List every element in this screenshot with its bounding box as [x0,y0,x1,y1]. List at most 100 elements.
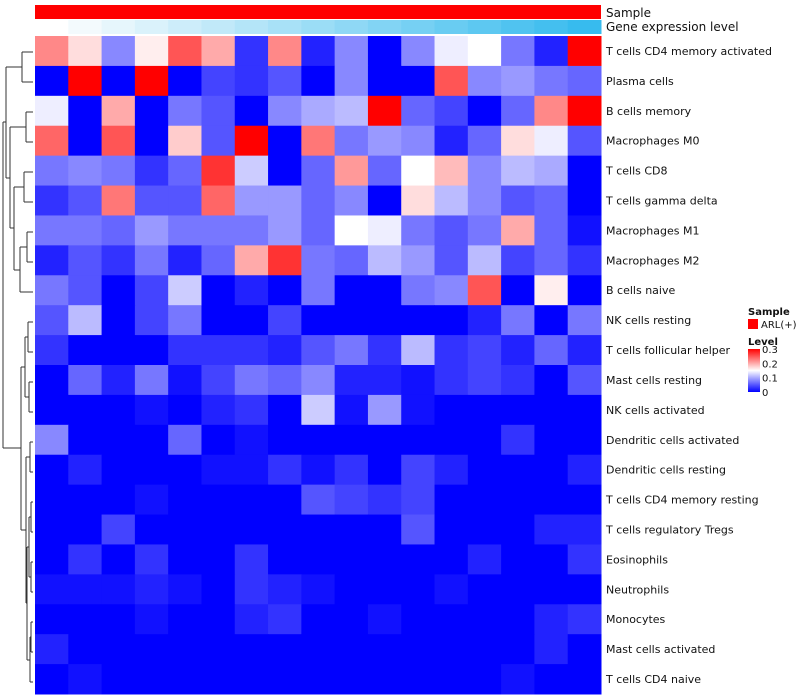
heatmap-cell [434,155,469,187]
heatmap-cell [234,664,269,695]
heatmap-cell [234,365,269,396]
heatmap-cell [301,155,336,187]
heatmap-cell [201,394,236,426]
heatmap-cell [334,664,369,695]
heatmap-cell [134,484,169,516]
heatmap-cell [101,245,136,276]
heatmap-cell [367,544,402,575]
heatmap-cell [268,275,302,306]
heatmap-cell [201,454,236,486]
heatmap-cell [101,65,136,97]
heatmap-cell [501,394,535,426]
heatmap-cell [35,335,69,366]
heatmap-cell [401,514,436,545]
heatmap-cell [68,634,103,665]
heatmap-cell [101,634,136,665]
heatmap-cell [367,245,402,276]
row-label: Mast cells activated [606,643,715,656]
annotation-expression-cell [301,20,336,34]
heatmap-cell [35,275,69,306]
heatmap-cell [301,574,336,605]
heatmap-cell [134,245,169,276]
heatmap-cell [201,365,236,396]
heatmap-cell [68,65,103,97]
heatmap-cell [467,335,502,366]
heatmap-cell [334,574,369,605]
heatmap-cell [168,125,202,157]
heatmap-cell [501,365,535,396]
heatmap-cell [301,95,336,127]
heatmap-cell [567,155,602,187]
heatmap-cell [367,335,402,366]
heatmap-cell [501,484,535,516]
heatmap-cell [134,125,169,157]
heatmap-cell [68,484,103,516]
heatmap-cell [367,574,402,605]
heatmap-cell [434,664,469,695]
heatmap-cell [567,245,602,276]
heatmap-cell [35,544,69,575]
heatmap-cell [501,275,535,306]
heatmap-cell [534,245,569,276]
row-label: T cells CD8 [605,165,668,178]
heatmap-cell [201,36,236,67]
heatmap-cell [401,604,436,635]
heatmap-cell [35,215,69,246]
heatmap-cell [168,664,202,695]
heatmap-cell [134,215,169,246]
heatmap-cell [35,604,69,635]
heatmap-cell [35,574,69,605]
heatmap-cell [501,514,535,545]
heatmap-cell [168,394,202,426]
heatmap-cell [101,454,136,486]
heatmap-cell [35,185,69,216]
row-label: Eosinophils [606,553,668,566]
heatmap-cell [234,215,269,246]
heatmap-cell [334,365,369,396]
annotation-bars [35,5,602,34]
heatmap-cell [434,305,469,336]
heatmap-cell [268,305,302,336]
heatmap-cell [567,514,602,545]
heatmap-cell [201,125,236,157]
heatmap-cell [367,155,402,187]
heatmap-cell [534,36,569,67]
heatmap-cell [201,275,236,306]
heatmap-cell [134,454,169,486]
heatmap-cell [268,484,302,516]
heatmap-cell [234,514,269,545]
heatmap-cell [35,514,69,545]
heatmap-cell [434,424,469,456]
heatmap-cell [134,155,169,187]
heatmap-cell [268,185,302,216]
heatmap-cell [367,275,402,306]
heatmap-cell [467,394,502,426]
heatmap-cell [201,215,236,246]
heatmap-cell [534,544,569,575]
heatmap-cell [467,544,502,575]
heatmap-cell [401,275,436,306]
heatmap-cell [301,335,336,366]
annotation-expression-cell [334,20,369,34]
annotation-expression-cell [501,20,535,34]
heatmap-cell [201,65,236,97]
heatmap-cell [567,65,602,97]
annotation-label-expression: Gene expression level [606,20,739,34]
heatmap-cell [367,664,402,695]
heatmap-cell [268,454,302,486]
heatmap-cell [268,65,302,97]
heatmap-cell [301,185,336,216]
heatmap-cell [301,514,336,545]
row-label: T cells CD4 memory resting [605,494,759,507]
heatmap-cell [201,634,236,665]
row-label: Dendritic cells activated [606,434,739,447]
row-label: Macrophages M2 [606,254,699,267]
heatmap-cell [234,604,269,635]
heatmap-cell [334,514,369,545]
heatmap-cell [334,305,369,336]
row-label: B cells memory [606,105,692,118]
heatmap-cell [35,245,69,276]
heatmap-cell [301,664,336,695]
heatmap-cell [134,185,169,216]
